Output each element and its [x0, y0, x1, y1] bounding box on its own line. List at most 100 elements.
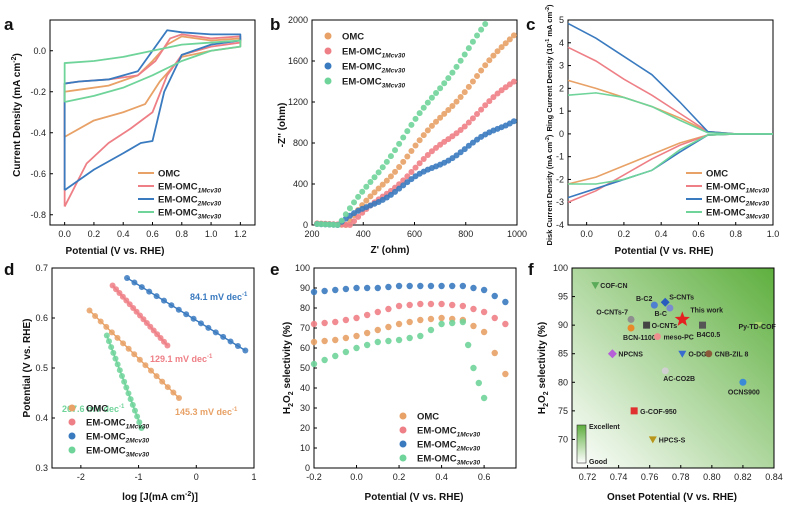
nyquist-point-m3	[367, 178, 374, 185]
nyquist-point-m3	[334, 221, 341, 228]
d-ytick-label: 0.3	[35, 463, 48, 473]
a-ytick-label: -0.2	[30, 87, 46, 97]
tafel-point-omc	[131, 351, 138, 358]
selectivity-point-m2	[395, 282, 403, 290]
selectivity-point-omc	[310, 338, 318, 346]
benchmark-marker	[653, 333, 661, 341]
panel-d-tafel-chart: d -2 -1 0 1 0.3 0.4 0.5 0.6 0.7 84.1 mV dec-1 129.…	[4, 260, 257, 503]
tafel-point-m3	[105, 338, 112, 345]
nyquist-point-omc	[404, 153, 411, 160]
nyquist-point-m3	[469, 38, 476, 45]
nyquist-point-m1	[465, 119, 472, 126]
selectivity-point-m3	[449, 319, 456, 327]
nyquist-point-m3	[375, 169, 382, 176]
e-legend-label: EM-OMC2Mcv30	[417, 440, 480, 453]
nyquist-point-m1	[355, 213, 362, 220]
f-plot-frame	[571, 267, 775, 469]
d-xtick-label: 1	[251, 472, 256, 482]
nyquist-point-omc	[498, 44, 505, 51]
tafel-slope-annotation: 129.1 mV dec-1	[150, 354, 213, 364]
selectivity-point-m2	[502, 298, 509, 306]
panel-c-plot: 0.0 0.2 0.4 0.6 0.8 1.0 -4 -3 -2 -1 0 1 2 3 4 5 OMC EM-OM…	[556, 15, 779, 239]
selectivity-point-m1	[342, 316, 350, 324]
nyquist-point-m3	[482, 20, 489, 27]
c-xtick-label: 0.8	[729, 229, 742, 239]
b-xtick-label: 400	[356, 229, 371, 239]
tafel-point-m3	[108, 344, 115, 351]
selectivity-point-m1	[374, 308, 381, 316]
benchmark-marker	[678, 350, 687, 358]
f-background-gradient	[572, 268, 774, 468]
nyquist-point-m1	[469, 115, 476, 122]
nyquist-point-omc	[445, 107, 452, 114]
tafel-point-omc	[170, 389, 177, 396]
panel-c-xlabel: Potential (V vs. RHE)	[615, 246, 714, 257]
panel-b-ylabel: -Z'' (ohm)	[277, 103, 288, 148]
benchmark-marker	[648, 436, 657, 444]
nyquist-point-m1	[420, 155, 427, 162]
c-xtick-label: 0.2	[618, 229, 631, 239]
d-xtick-label: 0	[194, 472, 199, 482]
nyquist-point-m3	[449, 69, 456, 76]
disk-current-m3	[568, 133, 773, 185]
nyquist-point-omc	[494, 48, 501, 55]
selectivity-point-m2	[449, 282, 456, 290]
nyquist-point-omc	[396, 163, 403, 170]
e-ytick-label: 80	[300, 303, 310, 313]
nyquist-point-m2	[453, 152, 460, 159]
a-ytick-label: -0.8	[30, 210, 46, 220]
b-ytick-label: 0	[303, 220, 308, 230]
selectivity-point-omc	[353, 332, 360, 340]
selectivity-point-omc	[374, 326, 381, 334]
nyquist-point-omc	[367, 193, 374, 200]
benchmark-label: NPCNS	[618, 352, 643, 359]
f-colorbar-bottom-label: Good	[589, 459, 607, 466]
selectivity-point-m3	[385, 337, 392, 345]
nyquist-point-m1	[453, 130, 460, 137]
d-legend-swatch	[68, 432, 76, 440]
a-legend-label: EM-OMC2Mcv30	[158, 195, 221, 208]
nyquist-point-m3	[396, 140, 403, 147]
tafel-point-omc	[108, 329, 115, 336]
tafel-point-omc	[142, 362, 149, 369]
tafel-point-m2	[183, 311, 190, 318]
a-xtick-label: 1.2	[234, 229, 247, 239]
d-legend-label: EM-OMC1Mcv30	[86, 418, 149, 431]
tafel-point-m3	[129, 401, 136, 408]
tafel-point-m3	[125, 390, 132, 397]
nyquist-point-m3	[383, 158, 390, 165]
tafel-point-m3	[123, 384, 130, 391]
benchmark-label: G-COF-950	[640, 409, 677, 416]
nyquist-point-omc	[478, 67, 485, 74]
tafel-point-m3	[121, 378, 128, 385]
b-legend-label: EM-OMC3Mcv30	[342, 77, 405, 90]
b-legend-label: OMC	[342, 32, 364, 43]
selectivity-point-m1	[353, 314, 360, 322]
tafel-point-m2	[227, 338, 234, 345]
selectivity-point-m3	[406, 334, 413, 342]
tafel-point-m2	[175, 306, 182, 313]
nyquist-point-omc	[457, 94, 464, 101]
benchmark-label: O-CNTs-7	[596, 309, 628, 316]
selectivity-point-m1	[427, 300, 435, 308]
e-plot-frame	[313, 267, 517, 469]
nyquist-point-omc	[453, 98, 460, 105]
nyquist-point-m3	[359, 188, 366, 195]
a-xtick-label: 0.8	[176, 229, 189, 239]
c-legend-label: OMC	[706, 169, 728, 180]
nyquist-point-m3	[474, 32, 481, 39]
c-legend-label: EM-OMC2Mcv30	[706, 195, 769, 208]
tafel-point-m2	[153, 293, 160, 300]
a-xtick-label: 0.4	[117, 229, 130, 239]
tafel-point-omc	[103, 323, 110, 330]
nyquist-point-m3	[404, 128, 411, 135]
e-legend-label: OMC	[417, 412, 439, 423]
e-ytick-label: 10	[300, 443, 310, 453]
tafel-point-omc	[159, 378, 166, 385]
benchmark-label: HPCS-S	[659, 437, 686, 444]
selectivity-point-m2	[406, 282, 413, 290]
a-xtick-label: 0.6	[146, 229, 159, 239]
c-ytick-label: -4	[556, 220, 564, 230]
panel-a-plot: 0.0 0.2 0.4 0.6 0.8 1.0 1.2 -0.8 -0.6 -0.4 -0.2 0.0…	[30, 19, 256, 239]
